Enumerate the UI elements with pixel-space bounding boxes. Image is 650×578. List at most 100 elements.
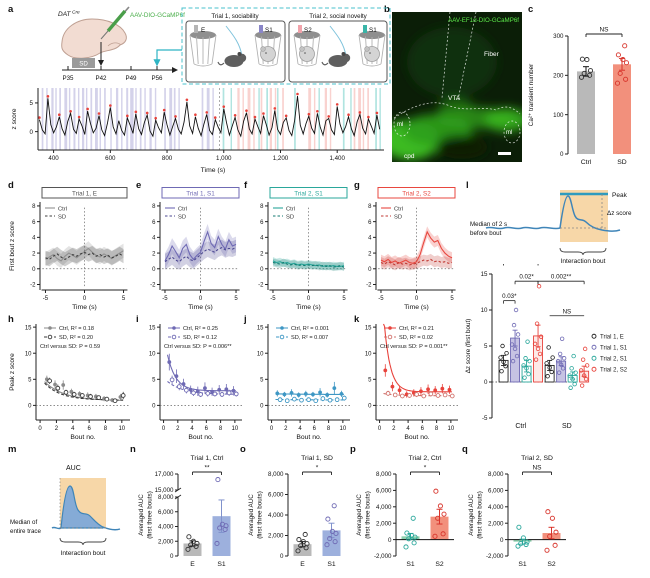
svg-text:S2: S2: [435, 561, 444, 568]
fiber-cable-trial2: [329, 25, 347, 57]
panel-j-chart: 0 5 10 15 0 2 4 6 8 10 Ctrl, R² = 0.001 SD, R² = 0.…: [244, 320, 354, 442]
svg-text:5: 5: [28, 378, 32, 384]
s2-mouse: [299, 46, 315, 62]
svg-text:Trial 2, Ctrl: Trial 2, Ctrl: [409, 455, 442, 462]
svg-text:0.002**: 0.002**: [551, 274, 572, 281]
panel-label-q: q: [462, 444, 468, 455]
svg-text:SD: SD: [562, 423, 572, 430]
chart-a_trace: 0 5 400 600 800 1,000 1,200 1,400 Time (s) z scor…: [11, 88, 384, 174]
svg-text:6: 6: [313, 426, 317, 432]
svg-text:Ctrl versus SD: P = 0.59: Ctrl versus SD: P = 0.59: [40, 344, 100, 350]
panel-f-chart: Trial 2, S1 -2 0 2 4 6 8 -5 0 5 Ctrl SD Time (s): [244, 186, 354, 312]
svg-text:4: 4: [71, 426, 75, 432]
svg-text:-2: -2: [258, 283, 264, 289]
panel-label-o: o: [240, 444, 246, 455]
svg-text:Trial 1, E: Trial 1, E: [600, 334, 624, 340]
svg-text:5: 5: [234, 296, 238, 302]
svg-text:Trial 2, S1: Trial 2, S1: [600, 356, 628, 362]
scale-bar: [498, 152, 511, 155]
panel-label-j: j: [244, 314, 247, 325]
svg-text:4: 4: [260, 236, 264, 242]
chart-c: 0 100 200 300 Ca²⁺ transient number Ctrl SD NS: [528, 27, 631, 166]
panel-label-f: f: [244, 180, 248, 191]
panel-label-i: i: [136, 314, 139, 325]
svg-text:5: 5: [260, 378, 264, 384]
svg-text:First bout z score: First bout z score: [9, 221, 16, 271]
svg-text:4: 4: [32, 236, 36, 242]
svg-text:Δz score (first bout): Δz score (first bout): [465, 319, 472, 374]
svg-text:0: 0: [152, 404, 156, 410]
trials-outer-box: [181, 7, 391, 85]
svg-text:8: 8: [260, 204, 264, 210]
ml-left-label: ml: [397, 122, 403, 128]
svg-text:4: 4: [368, 236, 372, 242]
chart-h: 0 5 10 15 0 2 4 6 8 10 Ctrl, R² = 0.18 SD, R² = 0.2…: [9, 324, 130, 441]
svg-text:6: 6: [260, 220, 264, 226]
svg-text:10: 10: [340, 426, 347, 432]
timeline-p56: P56: [151, 75, 163, 82]
svg-text:8: 8: [219, 426, 223, 432]
median-label-2: before bout: [470, 230, 502, 237]
svg-text:6,000: 6,000: [376, 488, 392, 495]
svg-text:5: 5: [152, 378, 156, 384]
svg-text:2,000: 2,000: [158, 538, 174, 545]
svg-text:Trial 2, SD: Trial 2, SD: [521, 455, 553, 462]
svg-text:0: 0: [28, 404, 32, 410]
panel-b-image: AAV-EF1α-DIO-GCaMP6f Fiber VTA ml ml cpd: [392, 12, 522, 162]
svg-text:1,000: 1,000: [216, 155, 232, 162]
svg-text:0: 0: [484, 379, 488, 386]
svg-text:0: 0: [170, 553, 174, 560]
svg-text:0: 0: [388, 537, 392, 544]
svg-text:8: 8: [368, 204, 372, 210]
chart-j: 0 5 10 15 0 2 4 6 8 10 Ctrl, R² = 0.001 SD, R² = 0.…: [257, 324, 350, 441]
svg-text:Ctrl: Ctrl: [581, 159, 592, 166]
svg-text:10: 10: [149, 351, 156, 357]
panel-label-b: b: [384, 4, 390, 15]
svg-text:Trial 2, S1: Trial 2, S1: [294, 191, 323, 198]
svg-text:4,000: 4,000: [376, 504, 392, 511]
svg-text:8: 8: [104, 426, 108, 432]
chart-g: Trial 2, S2 -2 0 2 4 6 8 -5 0 5 Ctrl SD Time (s): [366, 187, 456, 311]
interaction-bout-label: Interaction bout: [561, 258, 606, 264]
s1-mouse-trial2: [364, 46, 380, 62]
svg-text:Averaged AUC: Averaged AUC: [468, 494, 475, 536]
fiber-label: Fiber: [484, 51, 500, 58]
panel-d-chart: Trial 1, E -2 0 2 4 6 8 -5 0 5 Ctrl SD Time (s) First…: [6, 186, 134, 312]
svg-text:Bout no.: Bout no.: [296, 434, 321, 441]
svg-text:15: 15: [481, 271, 488, 278]
brain-outline: [61, 18, 127, 59]
svg-text:6: 6: [32, 220, 36, 226]
svg-text:-2,000: -2,000: [486, 553, 504, 560]
svg-text:6: 6: [152, 220, 156, 226]
svg-text:6: 6: [421, 426, 425, 432]
chart-l: -5 0 5 10 15 Δz score (first bout) 0.03* 0.02* 0…: [465, 255, 628, 430]
svg-text:15: 15: [25, 325, 32, 331]
svg-text:*: *: [316, 465, 319, 472]
svg-text:Time (s): Time (s): [72, 304, 97, 311]
svg-text:-2,000: -2,000: [374, 553, 392, 560]
auc-label: AUC: [66, 465, 81, 472]
svg-text:10: 10: [448, 426, 455, 432]
tag-s1-trial1: [259, 25, 263, 33]
svg-text:0.02*: 0.02*: [519, 274, 534, 281]
svg-text:0: 0: [30, 129, 34, 136]
svg-text:0: 0: [307, 296, 311, 302]
tag-e: [194, 25, 198, 33]
cup-label-e: E: [201, 27, 205, 34]
svg-text:4: 4: [406, 426, 410, 432]
svg-text:100: 100: [553, 112, 564, 119]
chart-p: -2,000 0 2,000 4,000 6,000 8,000 Averaged AUC(…: [356, 455, 454, 568]
svg-text:Trial 1, E: Trial 1, E: [72, 191, 97, 198]
svg-text:2: 2: [284, 426, 288, 432]
svg-text:10: 10: [365, 351, 372, 357]
svg-text:SD: SD: [286, 214, 294, 220]
svg-text:Ctrl: Ctrl: [394, 206, 403, 212]
svg-text:0: 0: [152, 267, 156, 273]
panel-o-chart: 0 2,000 4,000 6,000 8,000 Averaged AUC (first …: [244, 450, 354, 576]
svg-text:Trial 2, S2: Trial 2, S2: [402, 191, 431, 198]
svg-text:200: 200: [553, 73, 564, 80]
svg-text:6: 6: [205, 426, 209, 432]
svg-text:0.03*: 0.03*: [502, 293, 517, 300]
panel-k-chart: 0 5 10 15 0 2 4 6 8 10 Ctrl, R² = 0.21 SD, R² = 0.0…: [352, 320, 462, 442]
svg-text:(first three bouts): (first three bouts): [257, 491, 264, 539]
